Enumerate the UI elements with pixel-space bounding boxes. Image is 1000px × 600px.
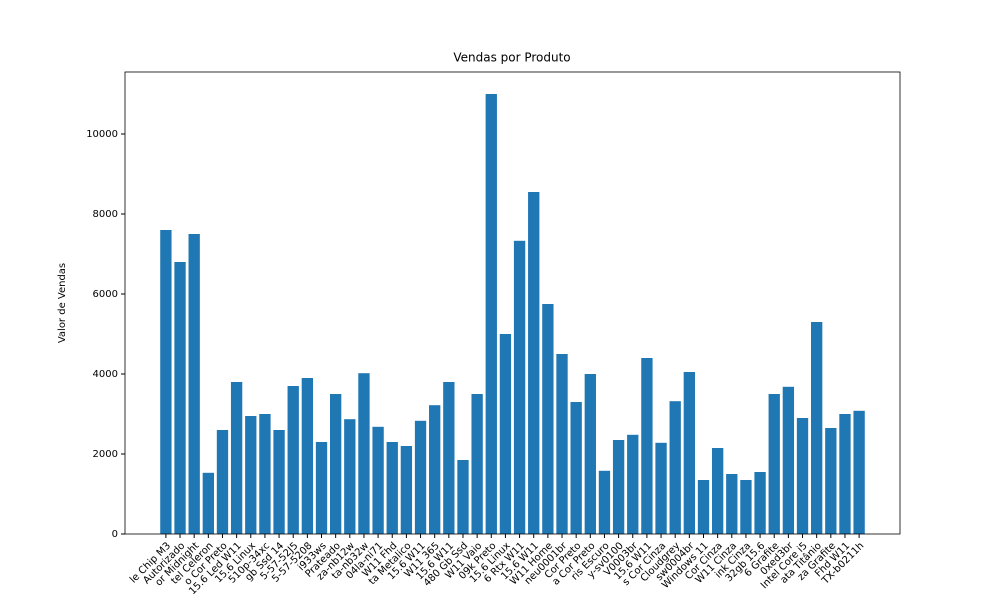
bar bbox=[641, 358, 653, 534]
bar bbox=[711, 448, 724, 534]
bar bbox=[372, 426, 384, 534]
bar bbox=[457, 460, 469, 534]
bar bbox=[782, 386, 795, 534]
bar bbox=[188, 234, 200, 534]
bar bbox=[726, 474, 738, 534]
bar bbox=[853, 410, 865, 534]
bar bbox=[400, 446, 413, 534]
bar bbox=[839, 414, 851, 534]
bar bbox=[386, 442, 398, 534]
y-tick-label: 8000 bbox=[93, 209, 118, 220]
bar bbox=[584, 374, 596, 534]
bar bbox=[273, 430, 285, 534]
bar bbox=[683, 372, 696, 534]
y-tick-label: 2000 bbox=[93, 449, 118, 460]
bar bbox=[796, 418, 809, 534]
bar bbox=[655, 442, 667, 534]
bar bbox=[329, 394, 342, 534]
bar bbox=[230, 382, 243, 534]
bar bbox=[202, 472, 214, 534]
bar bbox=[740, 480, 752, 534]
bar bbox=[216, 430, 229, 534]
chart-title: Vendas por Produto bbox=[453, 51, 570, 65]
bar bbox=[768, 394, 780, 534]
bar bbox=[825, 428, 837, 534]
bar bbox=[697, 480, 710, 534]
bar bbox=[556, 354, 568, 534]
bar bbox=[259, 414, 271, 534]
bar bbox=[598, 470, 611, 534]
bar bbox=[174, 262, 186, 534]
bar bbox=[160, 230, 172, 534]
bar bbox=[612, 440, 625, 534]
bar bbox=[485, 94, 497, 534]
bar bbox=[414, 420, 427, 534]
y-tick-label: 0 bbox=[112, 529, 118, 540]
bar bbox=[754, 472, 766, 534]
bar bbox=[570, 402, 582, 534]
bar bbox=[669, 401, 681, 534]
bar bbox=[528, 192, 540, 534]
bar bbox=[471, 394, 483, 534]
bar bbox=[542, 304, 554, 534]
bar bbox=[358, 373, 370, 534]
bar bbox=[315, 442, 328, 534]
bar bbox=[811, 322, 823, 534]
bar bbox=[287, 386, 299, 534]
y-tick-label: 6000 bbox=[93, 289, 118, 300]
bar bbox=[513, 240, 526, 535]
y-tick-label: 4000 bbox=[93, 369, 118, 380]
bar bbox=[245, 416, 257, 534]
plot-frame bbox=[124, 71, 901, 535]
bar bbox=[301, 378, 314, 534]
y-axis-label: Valor de Vendas bbox=[57, 263, 68, 343]
bar bbox=[443, 382, 455, 534]
bar bbox=[627, 434, 639, 534]
y-tick-label: 10000 bbox=[86, 129, 118, 140]
bar bbox=[499, 334, 512, 534]
bar bbox=[429, 405, 441, 534]
bar bbox=[344, 419, 356, 534]
